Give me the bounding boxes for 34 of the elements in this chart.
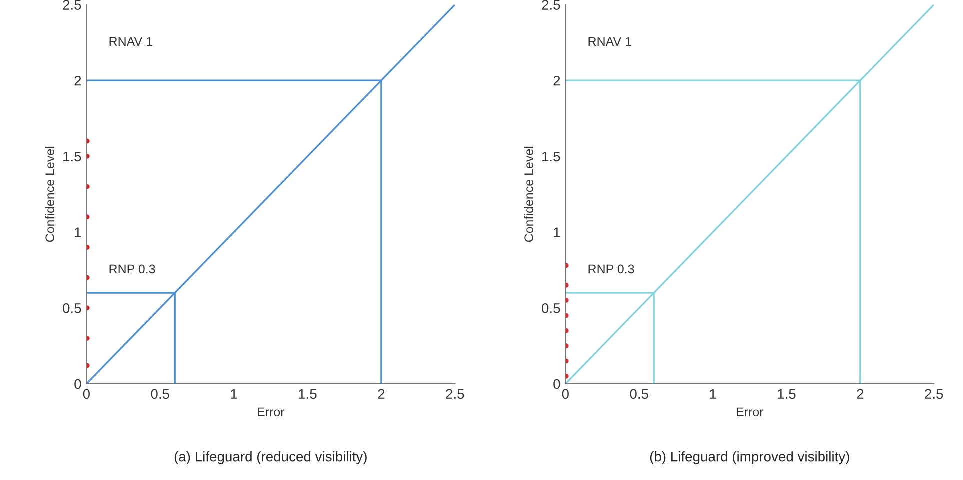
annotation: RNAV 1 — [110, 37, 152, 46]
y-tick-label: 1 — [554, 228, 560, 238]
text: (b) Lifeguard (improved visibility) — [650, 452, 850, 464]
y-tick-label: 0.5 — [542, 303, 560, 314]
x-tick-label: 0 — [83, 389, 90, 400]
y-tick-label: 2 — [74, 76, 82, 86]
y-tick-label: 0 — [74, 379, 82, 390]
y-tick-label: 0 — [554, 379, 560, 390]
y-tick-label: 1 — [75, 228, 82, 238]
annotation: RNAV 1 — [588, 37, 632, 46]
x-tick-label: 2.5 — [446, 389, 464, 400]
x-tick-label: 0.5 — [151, 389, 170, 400]
x-tick-label: 2.5 — [925, 389, 944, 400]
y-tick-label: 1.5 — [542, 152, 560, 162]
x-tick-label: 2 — [378, 389, 385, 399]
x-tick-label: 2 — [857, 389, 864, 399]
x-axis-title: Error — [737, 408, 764, 417]
x-tick-label: 1 — [231, 389, 238, 399]
y-tick-label: 2.5 — [63, 0, 82, 10]
x-tick-label: 1 — [710, 389, 716, 399]
x-tick-label: 1.5 — [778, 389, 796, 400]
x-tick-label: 0 — [562, 389, 569, 400]
x-axis-title: Error — [258, 408, 285, 417]
annotation: RNP 0.3 — [110, 264, 156, 274]
annotation: RNP 0.3 — [588, 264, 634, 274]
y-tick-label: 2.5 — [542, 0, 560, 10]
y-axis-title: Confidence Level — [45, 146, 54, 242]
text: (a) Lifeguard (reduced visibility) — [174, 452, 367, 464]
y-tick-label: 2 — [554, 76, 560, 86]
y-tick-label: 1.5 — [64, 152, 82, 162]
y-axis-title: Confidence Level — [524, 146, 534, 242]
x-tick-label: 1.5 — [299, 389, 317, 400]
x-tick-label: 0.5 — [630, 389, 648, 400]
y-tick-label: 0.5 — [63, 303, 82, 314]
